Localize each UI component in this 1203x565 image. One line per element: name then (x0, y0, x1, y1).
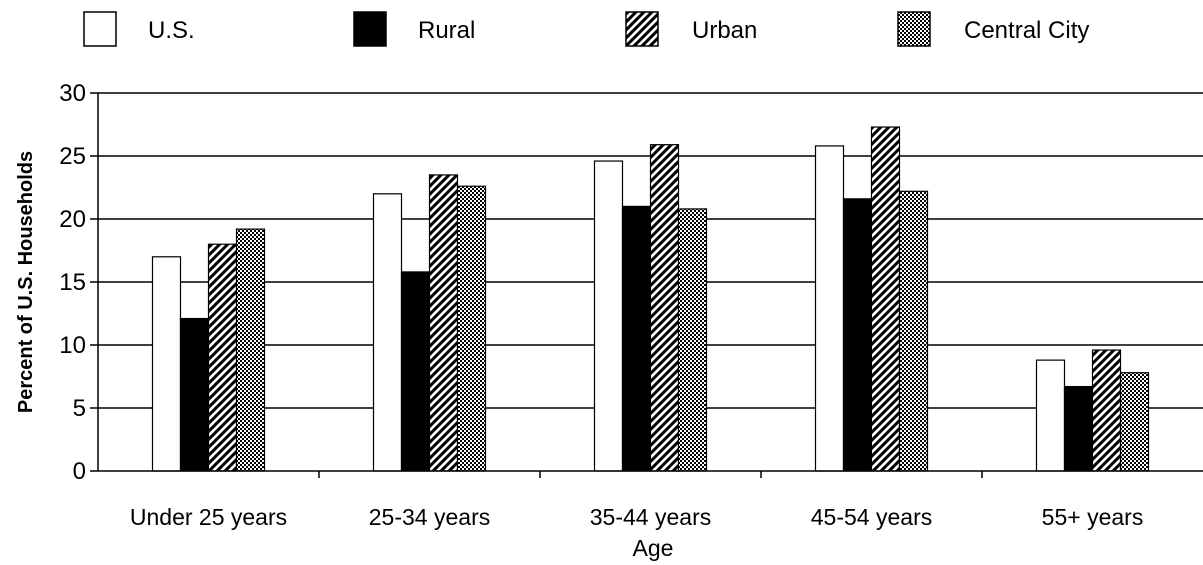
legend-item-urban: Urban (625, 11, 757, 47)
bar-urban-45-54-years (870, 126, 901, 472)
x-axis-ticks: Under 25 years 25-34 years 35-44 years 45-5… (130, 504, 1143, 530)
legend-swatch-rural (353, 11, 387, 47)
bar-u-s-35-44-years (593, 160, 624, 472)
legend-item-rural: Rural (353, 11, 475, 47)
bar-urban-25-34-years (428, 174, 459, 472)
x-tick-label-55-years: 55+ years (1042, 504, 1144, 530)
x-tick-label-35-44-years: 35-44 years (590, 504, 711, 530)
bar-urban-under-25-years (207, 243, 238, 472)
bar-u-s-55-years (1035, 359, 1066, 472)
bar-central-city-45-54-years (898, 190, 929, 472)
y-tick-label-30: 30 (59, 80, 86, 107)
x-tick-label-45-54-years: 45-54 years (811, 504, 932, 530)
y-axis-ticks: 0 5 10 15 20 25 30 (59, 80, 86, 485)
bar-central-city-25-34-years (456, 185, 487, 472)
y-tick-label-15: 15 (59, 269, 86, 296)
legend-item-us: U.S. (83, 11, 195, 47)
axes (90, 92, 1203, 478)
y-tick-label-20: 20 (59, 206, 86, 233)
y-tick-label-5: 5 (73, 395, 86, 422)
bar-rural-45-54-years (842, 198, 873, 472)
legend-label-urban: Urban (692, 17, 757, 44)
bar-u-s-25-34-years (372, 193, 403, 472)
bar-rural-under-25-years (179, 317, 210, 472)
bar-rural-35-44-years (621, 205, 652, 472)
x-tick-label-25-34-years: 25-34 years (369, 504, 490, 530)
bar-urban-35-44-years (649, 144, 680, 472)
legend-label-rural: Rural (418, 17, 475, 44)
y-tick-label-25: 25 (59, 143, 86, 170)
y-tick-label-0: 0 (73, 458, 86, 485)
bar-u-s-45-54-years (814, 145, 845, 472)
legend-swatch-us (83, 11, 117, 47)
bar-central-city-under-25-years (235, 228, 266, 472)
bar-central-city-55-years (1119, 372, 1150, 472)
legend-swatch-urban (625, 11, 659, 47)
legend-item-central-city: Central City (897, 11, 1089, 47)
legend: U.S. Rural Urban Central City (83, 11, 1089, 47)
legend-swatch-central-city (897, 11, 931, 47)
bar-u-s-under-25-years (151, 256, 182, 472)
bar-urban-55-years (1091, 349, 1122, 472)
legend-label-us: U.S. (148, 17, 195, 44)
bar-central-city-35-44-years (677, 208, 708, 472)
x-axis-title: Age (633, 535, 674, 561)
bar-rural-55-years (1063, 385, 1094, 472)
y-axis-title: Percent of U.S. Households (15, 151, 37, 413)
y-tick-label-10: 10 (59, 332, 86, 359)
legend-label-central-city: Central City (964, 17, 1089, 44)
bar-rural-25-34-years (400, 271, 431, 472)
bars (151, 126, 1150, 472)
x-tick-label-under-25-years: Under 25 years (130, 504, 287, 530)
